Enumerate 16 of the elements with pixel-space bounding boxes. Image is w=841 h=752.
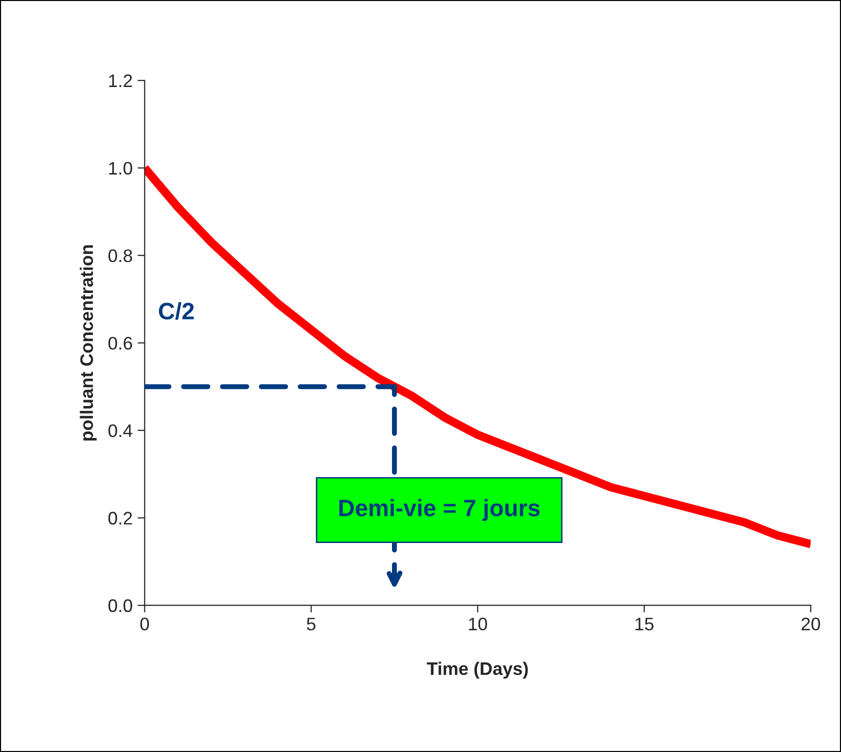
x-tick-label: 20 [802, 618, 820, 630]
y-tick-label: 0.4 [108, 424, 132, 438]
annotation: Demi-vie = 7 jours [339, 499, 540, 522]
y-tick-label: 0.2 [108, 512, 132, 525]
x-axis-title: Time (Days) [426, 662, 528, 679]
annotation: C/2 [158, 302, 194, 320]
y-axis-title: polluant Concentration [80, 245, 97, 441]
y-tick-label: 1.0 [109, 162, 132, 175]
y-tick-label: 0.6 [108, 336, 132, 350]
x-tick-label: 15 [636, 618, 654, 630]
y-tick-label: 1.2 [109, 74, 132, 88]
x-tick-label: 10 [469, 618, 488, 630]
y-tick-label: 0.8 [108, 249, 132, 262]
x-tick-label: 0 [140, 618, 149, 630]
y-tick-label: 0.0 [108, 599, 132, 612]
x-tick-label: 5 [306, 618, 316, 630]
